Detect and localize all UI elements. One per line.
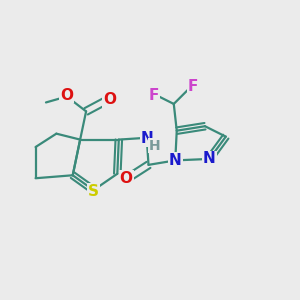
- Text: F: F: [188, 79, 198, 94]
- Text: O: O: [120, 171, 133, 186]
- Text: N: N: [169, 153, 182, 168]
- Text: F: F: [148, 88, 159, 103]
- Text: H: H: [148, 139, 160, 152]
- Text: N: N: [203, 152, 216, 166]
- Text: N: N: [141, 130, 153, 146]
- Text: O: O: [103, 92, 116, 107]
- Text: S: S: [88, 184, 99, 199]
- Text: O: O: [60, 88, 73, 103]
